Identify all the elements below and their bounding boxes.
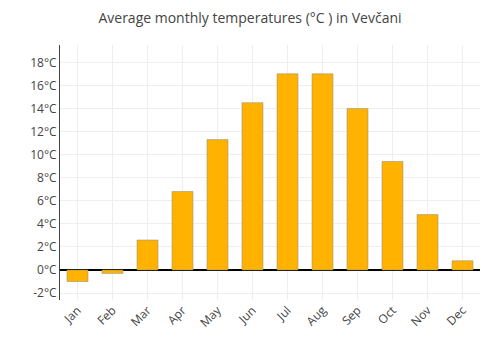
- svg-text:0°C: 0°C: [37, 261, 57, 278]
- svg-text:2°C: 2°C: [37, 238, 57, 255]
- svg-text:18°C: 18°C: [30, 54, 57, 71]
- svg-text:Apr: Apr: [164, 302, 190, 328]
- svg-text:8°C: 8°C: [37, 169, 57, 186]
- svg-text:May: May: [196, 301, 225, 330]
- svg-text:4°C: 4°C: [37, 215, 57, 232]
- svg-text:Dec: Dec: [443, 302, 470, 329]
- svg-text:Mar: Mar: [127, 302, 155, 330]
- svg-text:16°C: 16°C: [30, 77, 57, 94]
- svg-text:10°C: 10°C: [30, 146, 57, 163]
- svg-text:Nov: Nov: [407, 302, 435, 330]
- svg-text:Jul: Jul: [272, 302, 294, 324]
- svg-text:Average monthly temperatures (: Average monthly temperatures (°C ) in Ve…: [98, 8, 401, 27]
- svg-text:Sep: Sep: [338, 302, 365, 329]
- svg-text:12°C: 12°C: [30, 123, 57, 140]
- svg-text:14°C: 14°C: [30, 100, 57, 117]
- svg-text:-2°C: -2°C: [33, 284, 57, 301]
- svg-text:6°C: 6°C: [37, 192, 57, 209]
- svg-text:Jun: Jun: [234, 302, 259, 327]
- svg-text:Jan: Jan: [60, 302, 85, 327]
- svg-text:Aug: Aug: [302, 302, 330, 330]
- svg-text:Feb: Feb: [93, 302, 119, 328]
- svg-text:Oct: Oct: [374, 302, 400, 328]
